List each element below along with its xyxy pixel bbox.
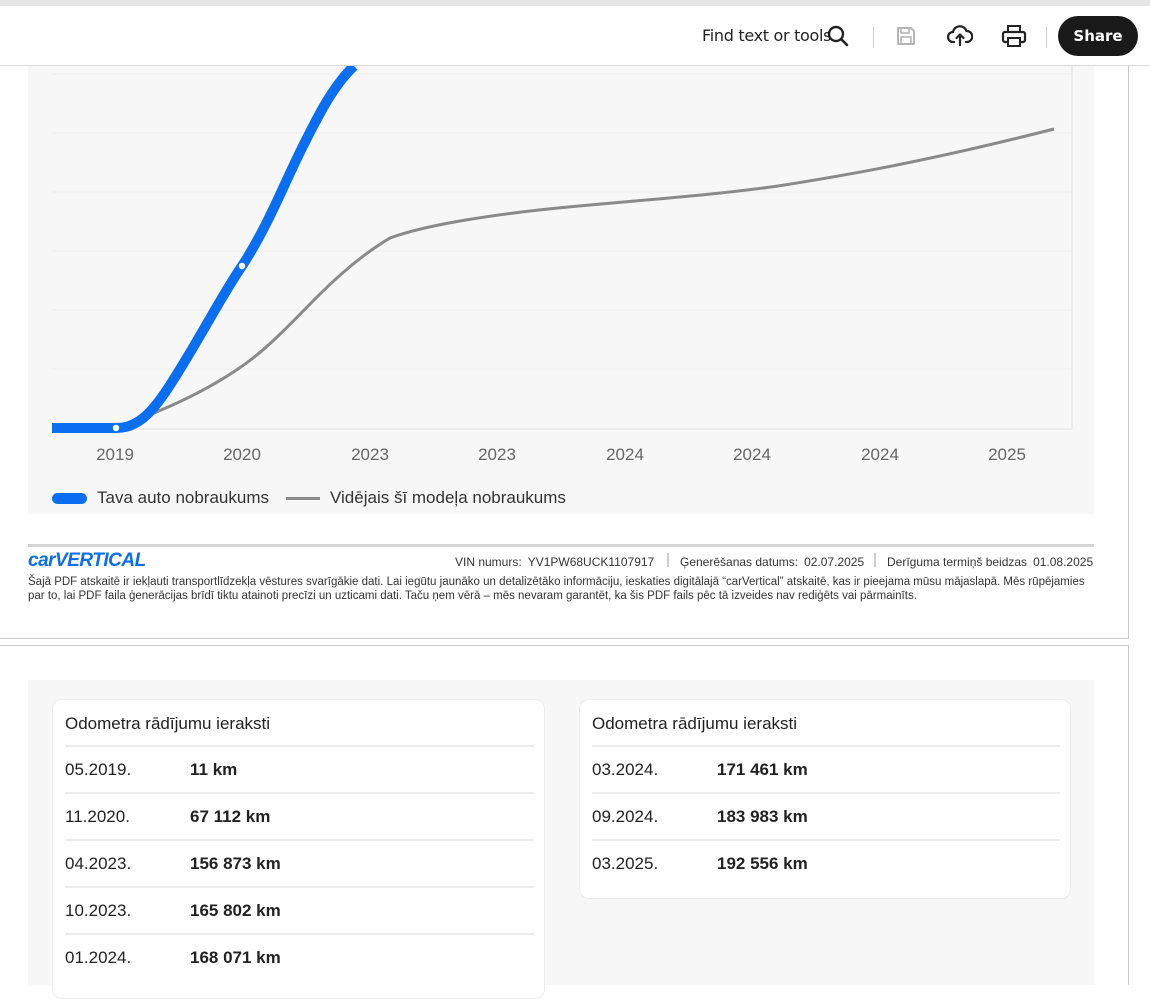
- odometer-card-right: Odometra rādījumu ieraksti 03.2024. 171 …: [579, 699, 1071, 899]
- series-average-line: [115, 127, 1055, 430]
- legend-own-label: Tava auto nobraukums: [97, 488, 269, 507]
- legend-avg-label: Vidējais šī modeļa nobraukums: [330, 488, 566, 507]
- x-tick: 2019: [96, 445, 134, 464]
- record-km: 183 983 km: [717, 807, 808, 826]
- data-point: [237, 261, 247, 271]
- validity-info: Derīguma termiņš beidzas 01.08.2025: [887, 555, 1093, 569]
- table-row: 03.2024. 171 461 km: [592, 745, 1060, 792]
- toolbar-separator: [1046, 26, 1047, 48]
- vin-info: VIN numurs: YV1PW68UCK1107917: [455, 555, 654, 569]
- valid-label: Derīguma termiņš beidzas: [887, 555, 1028, 569]
- x-tick: 2024: [606, 445, 644, 464]
- record-date: 03.2025.: [592, 854, 659, 873]
- record-km: 192 556 km: [717, 854, 808, 873]
- x-tick: 2024: [861, 445, 899, 464]
- record-km: 168 071 km: [190, 948, 281, 967]
- valid-value: 01.08.2025: [1033, 555, 1094, 569]
- pdf-toolbar: Find text or tools Share: [0, 6, 1150, 66]
- x-tick: 2023: [478, 445, 516, 464]
- x-axis-ticks: 2019 2020 2023 2023 2024 2024 2024 2025: [96, 445, 1026, 464]
- record-km: 11 km: [190, 760, 238, 779]
- data-point: [111, 423, 121, 433]
- grid-lines: [52, 66, 1073, 430]
- meta-separator: [874, 553, 876, 567]
- x-tick: 2020: [223, 445, 261, 464]
- record-km: 67 112 km: [190, 807, 271, 826]
- record-km: 165 802 km: [190, 901, 281, 920]
- x-tick: 2025: [988, 445, 1026, 464]
- odometer-card-left: Odometra rādījumu ieraksti 05.2019. 11 k…: [52, 699, 545, 999]
- vin-value: YV1PW68UCK1107917: [527, 555, 655, 569]
- record-km: 156 873 km: [190, 854, 281, 873]
- odometer-records-panel: Odometra rādījumu ieraksti 05.2019. 11 k…: [28, 680, 1094, 999]
- generation-date-info: Ģenerēšanas datums: 02.07.2025: [680, 555, 864, 569]
- series-own-line: [52, 66, 358, 433]
- meta-separator: [667, 553, 669, 567]
- x-tick: 2024: [733, 445, 771, 464]
- record-date: 03.2024.: [592, 760, 659, 779]
- record-date: 05.2019.: [65, 760, 132, 779]
- mileage-chart-svg: 2019 2020 2023 2023 2024 2024 2024 2025: [52, 66, 1073, 464]
- vin-label: VIN numurs:: [455, 555, 522, 569]
- toolbar-separator: [873, 26, 874, 48]
- upload-cloud-icon[interactable]: [942, 18, 978, 54]
- disclaimer-text: Šajā PDF atskaitē ir iekļauti transportl…: [28, 576, 1085, 602]
- record-date: 01.2024.: [65, 948, 132, 967]
- table-row: 09.2024. 183 983 km: [592, 792, 1060, 839]
- record-date: 09.2024.: [592, 807, 659, 826]
- record-date: 04.2023.: [65, 854, 132, 873]
- save-icon[interactable]: [888, 18, 924, 54]
- brand-logo: carVERTICAL: [28, 550, 146, 571]
- card-title: Odometra rādījumu ieraksti: [65, 714, 271, 733]
- legend-own-swatch: [52, 492, 87, 504]
- table-row: 04.2023. 156 873 km: [65, 839, 534, 886]
- gen-label: Ģenerēšanas datums:: [680, 555, 799, 569]
- table-row: 10.2023. 165 802 km: [65, 886, 534, 933]
- chart-legend: Tava auto nobraukums Vidējais šī modeļa …: [52, 486, 566, 510]
- record-date: 10.2023.: [65, 901, 132, 920]
- legend-avg-swatch: [286, 496, 320, 500]
- window-top-strip: [0, 0, 1150, 6]
- print-icon[interactable]: [996, 18, 1032, 54]
- table-row: 05.2019. 11 km: [65, 745, 534, 792]
- search-icon[interactable]: [820, 18, 856, 54]
- find-text-label[interactable]: Find text or tools: [702, 26, 832, 45]
- table-row: 11.2020. 67 112 km: [65, 792, 534, 839]
- gen-value: 02.07.2025: [804, 555, 865, 569]
- table-row: 03.2025. 192 556 km: [592, 839, 1060, 886]
- footer-divider: [28, 544, 1094, 547]
- x-tick: 2023: [351, 445, 389, 464]
- card-title: Odometra rādījumu ieraksti: [592, 714, 798, 733]
- mileage-chart: 2019 2020 2023 2023 2024 2024 2024 2025: [28, 66, 1094, 514]
- table-row: 01.2024. 168 071 km: [65, 933, 534, 980]
- record-date: 11.2020.: [65, 807, 130, 826]
- share-button[interactable]: Share: [1058, 16, 1138, 56]
- record-km: 171 461 km: [717, 760, 808, 779]
